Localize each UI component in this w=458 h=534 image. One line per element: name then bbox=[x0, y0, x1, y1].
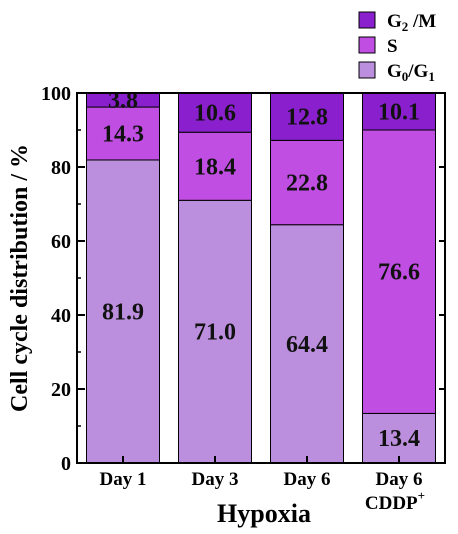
bar-segment bbox=[362, 92, 436, 131]
data-label: 76.6 bbox=[378, 260, 420, 286]
y-tick-label: 0 bbox=[61, 453, 71, 475]
x-tick-label: Day 1 bbox=[100, 469, 147, 490]
x-tick-label: Day 3 bbox=[192, 469, 239, 490]
bar-segment bbox=[178, 199, 252, 464]
bars-layer bbox=[86, 92, 436, 464]
bar-segment bbox=[362, 129, 436, 414]
x-tick-sublabel: CDDP+ bbox=[365, 488, 425, 514]
bar-segment bbox=[270, 92, 344, 141]
data-label: 71.0 bbox=[194, 320, 236, 346]
data-label: 12.8 bbox=[286, 105, 328, 131]
bar-labels-layer: 81.9 14.3 3.8 71.0 18.4 10.6 64.4 22.8 12.8 13.4 7… bbox=[102, 88, 420, 452]
legend-swatch bbox=[358, 11, 376, 29]
data-label: 10.1 bbox=[378, 99, 420, 125]
y-axis-label: Cell cycle distribution / % bbox=[7, 144, 33, 412]
data-label: 81.9 bbox=[102, 299, 144, 325]
data-label: 18.4 bbox=[194, 154, 236, 180]
data-label: 3.8 bbox=[108, 88, 138, 114]
legend-swatch bbox=[358, 36, 376, 54]
data-label: 13.4 bbox=[378, 426, 420, 452]
bar-segment bbox=[178, 131, 252, 201]
bar-segment bbox=[178, 92, 252, 133]
y-tick-label: 20 bbox=[51, 379, 71, 401]
y-tick-label: 60 bbox=[51, 231, 71, 253]
data-label: 14.3 bbox=[102, 122, 144, 148]
y-tick-label: 40 bbox=[51, 305, 71, 327]
y-tick-label: 80 bbox=[51, 157, 71, 179]
x-tick-label: Day 6 bbox=[376, 469, 423, 490]
legend-label: S bbox=[387, 36, 398, 57]
bar-segment bbox=[86, 159, 160, 464]
legend-swatch bbox=[358, 61, 376, 79]
legend: G2 /MS G0/G1 bbox=[358, 11, 436, 84]
x-axis-label: Hypoxia bbox=[217, 499, 311, 528]
bar-segment bbox=[362, 412, 436, 464]
legend-label: G2 /M bbox=[387, 11, 436, 34]
bar-segment bbox=[86, 106, 160, 161]
y-tick-label: 100 bbox=[41, 83, 71, 105]
data-label: 22.8 bbox=[286, 171, 328, 197]
data-label: 10.6 bbox=[194, 101, 236, 127]
bar-segment bbox=[270, 139, 344, 226]
legend-label: G0/G1 bbox=[387, 61, 435, 84]
x-tick-label: Day 6 bbox=[284, 469, 331, 490]
data-label: 64.4 bbox=[286, 332, 328, 358]
